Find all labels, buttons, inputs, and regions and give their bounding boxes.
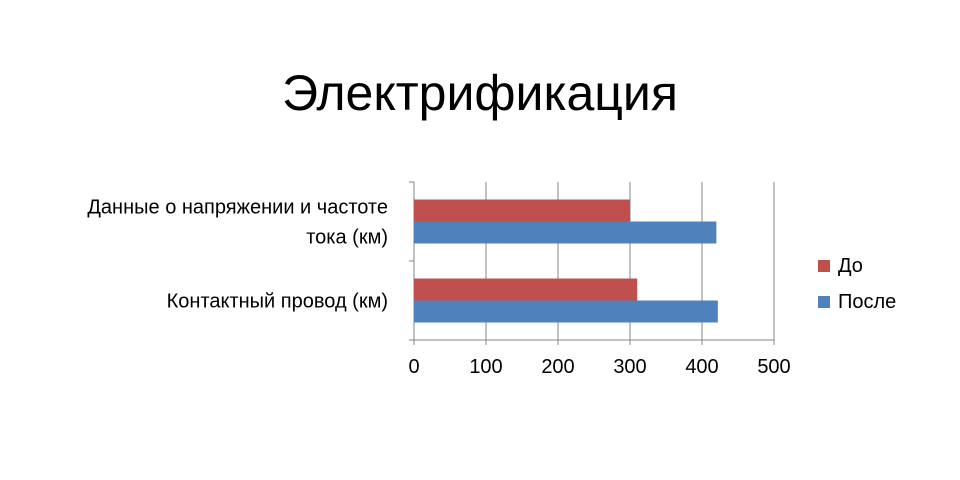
x-tick-label-100: 100: [469, 356, 502, 378]
bar-posle-0: [414, 221, 717, 244]
legend-item-posle: После: [818, 284, 896, 320]
category-label-0: Данные о напряжении и частоте тока (км): [87, 197, 388, 249]
category-label-line: тока (км): [306, 227, 388, 249]
slide-title: Электрификация: [282, 65, 678, 121]
legend-item-do: До: [818, 248, 896, 284]
bar-posle-1: [414, 300, 718, 323]
legend: До После: [818, 248, 896, 320]
x-tick-label-300: 300: [613, 356, 646, 378]
x-tick-labels: 0 100 200 300 400 500: [408, 356, 790, 378]
legend-swatch-posle: [818, 296, 830, 308]
legend-swatch-do: [818, 260, 830, 272]
x-tick-label-400: 400: [685, 356, 718, 378]
x-tick-label-500: 500: [757, 356, 790, 378]
legend-label-do: До: [838, 254, 863, 277]
category-labels: Данные о напряжении и частоте тока (км) Ко…: [87, 197, 388, 313]
bars: [414, 199, 718, 323]
x-tick-label-200: 200: [541, 356, 574, 378]
category-label-line: Контактный провод (км): [167, 291, 388, 313]
category-label-line: Данные о напряжении и частоте: [87, 197, 388, 219]
category-label-1: Контактный провод (км): [167, 291, 388, 313]
bar-do-0: [414, 199, 630, 222]
bar-do-1: [414, 278, 638, 301]
x-tick-label-0: 0: [408, 356, 419, 378]
legend-label-posle: После: [838, 290, 897, 313]
